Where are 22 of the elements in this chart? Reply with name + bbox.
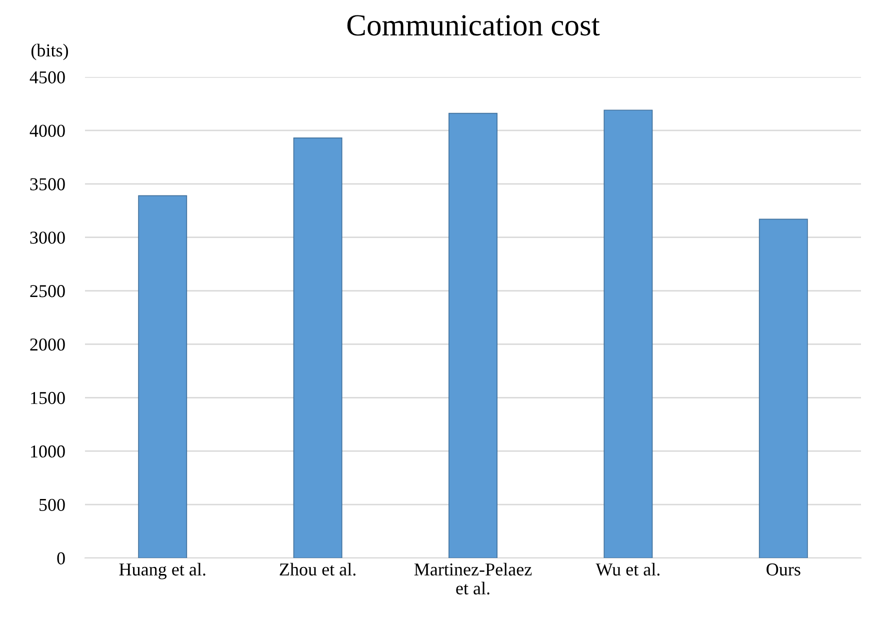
bar <box>604 110 653 558</box>
y-tick-label: 2000 <box>30 338 65 351</box>
bar <box>448 112 498 558</box>
y-tick-label: 3000 <box>30 232 65 244</box>
y-tick-label: 500 <box>40 498 65 511</box>
y-tick-label: 3500 <box>30 178 65 190</box>
x-tick-label: Huang et al. <box>119 562 206 580</box>
y-axis-title: (bits) <box>31 44 68 60</box>
bar <box>293 138 342 558</box>
chart-title: Communication cost <box>347 15 600 36</box>
y-tick-label: 4500 <box>30 71 65 84</box>
y-tick-label: 4000 <box>30 124 65 137</box>
y-tick-label: 1500 <box>31 392 65 404</box>
x-tick-label: Wu et al. <box>596 562 660 576</box>
y-tick-label: 1000 <box>31 445 65 458</box>
x-tick-label: Zhou et al. <box>280 562 356 576</box>
x-tick-label: Ours <box>766 563 800 576</box>
x-tick-label: Martinez-Pelaez et al. <box>414 562 532 595</box>
y-tick-label: 2500 <box>30 285 65 298</box>
y-tick-label: 0 <box>57 552 65 564</box>
bar <box>758 218 808 558</box>
bar <box>138 195 188 558</box>
